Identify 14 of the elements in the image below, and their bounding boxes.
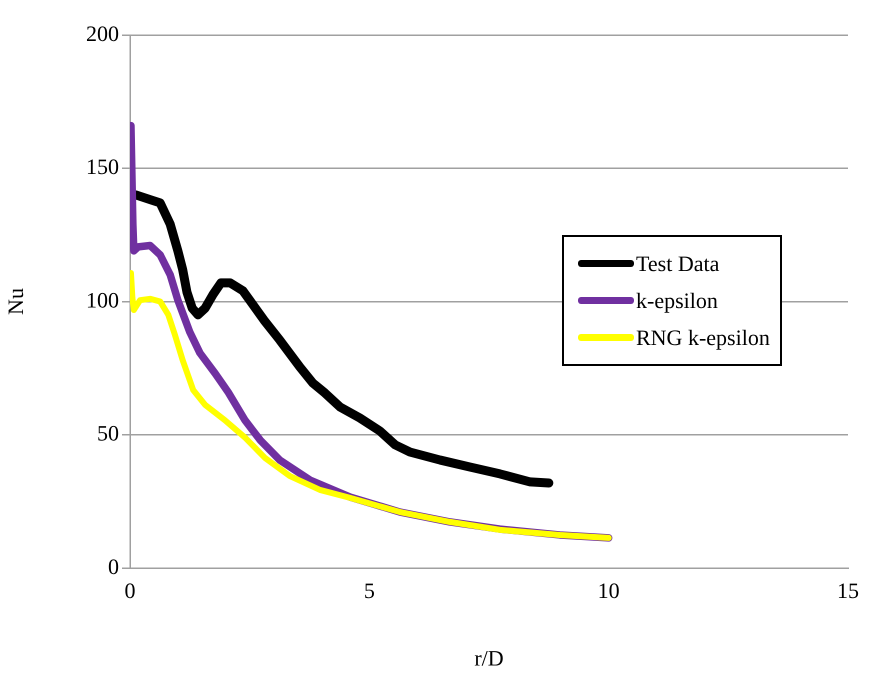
legend-label: RNG k-epsilon [636,324,770,350]
legend-label: Test Data [636,250,720,276]
x-axis-title: r/D [474,646,504,671]
y-tick-label: 200 [86,20,119,46]
y-tick-label: 0 [108,554,119,579]
x-tick-label: 15 [837,578,859,603]
x-tick-label: 10 [598,578,620,603]
y-tick-label: 100 [86,287,119,312]
y-axis-title: Nu [2,288,28,315]
x-tick-label: 0 [124,578,136,603]
x-tick-label: 5 [364,578,375,603]
y-tick-label: 50 [97,420,119,446]
legend-label: k-epsilon [636,288,718,314]
y-tick-label: 150 [86,154,119,180]
